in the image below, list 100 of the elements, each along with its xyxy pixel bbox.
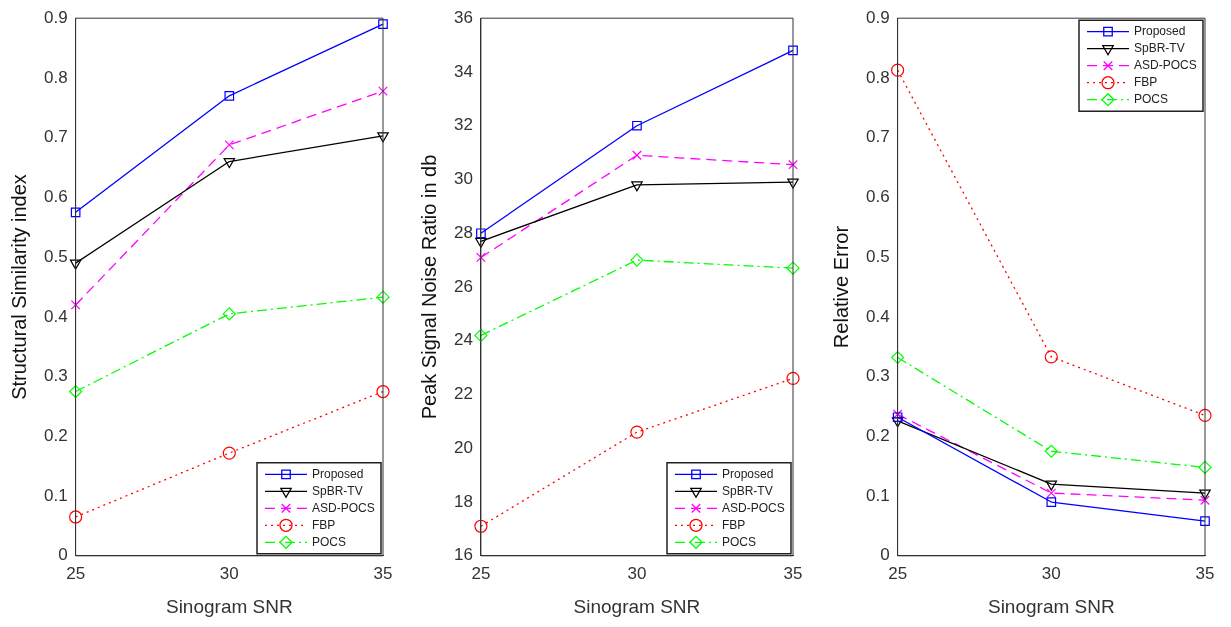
- legend-label: FBP: [1134, 75, 1158, 90]
- y-tick-label: 36: [453, 7, 473, 27]
- point: [69, 259, 82, 270]
- legend-label: SpBR-TV: [312, 483, 363, 498]
- point: [630, 253, 644, 267]
- y-tick-label: 34: [453, 61, 473, 81]
- point: [786, 371, 800, 385]
- point: [1045, 480, 1058, 491]
- legend-label: Proposed: [1134, 24, 1186, 39]
- point: [378, 19, 388, 30]
- point: [1198, 460, 1212, 474]
- point: [891, 417, 904, 428]
- x-tick-label: 25: [471, 563, 491, 583]
- y-tick-label: 0: [880, 545, 890, 565]
- x-tick-label: 25: [66, 563, 86, 583]
- y-tick-label: 0.1: [865, 485, 890, 505]
- y-tick-label: 0.5: [865, 246, 890, 266]
- point: [69, 510, 83, 524]
- y-axis-title: Relative Error: [829, 225, 852, 349]
- x-tick-label: 35: [373, 563, 393, 583]
- y-tick-label: 0.7: [865, 127, 890, 147]
- y-tick-label: 16: [453, 545, 473, 565]
- y-tick-label: 0.8: [43, 67, 68, 87]
- point: [69, 384, 83, 399]
- point: [476, 228, 486, 239]
- point: [1198, 408, 1212, 423]
- legend-label: SpBR-TV: [722, 483, 773, 498]
- x-tick-label: 30: [627, 563, 647, 583]
- y-axis-title: Peak Signal Noise Ratio in db: [417, 154, 440, 420]
- point: [474, 328, 488, 342]
- point: [70, 207, 81, 218]
- point: [223, 157, 236, 169]
- legend-label: POCS: [1134, 92, 1169, 107]
- x-tick-label: 30: [1041, 563, 1061, 583]
- y-tick-label: 20: [453, 437, 473, 457]
- point: [1200, 516, 1210, 526]
- point: [378, 86, 388, 96]
- y-tick-label: 32: [453, 115, 473, 135]
- point: [632, 120, 642, 131]
- point: [224, 91, 235, 101]
- x-tick-label: 30: [219, 563, 239, 583]
- y-tick-label: 0.2: [865, 426, 890, 446]
- y-tick-label: 24: [453, 330, 473, 350]
- y-tick-label: 0.2: [43, 426, 68, 446]
- point: [474, 519, 488, 533]
- y-tick-label: 0.9: [865, 7, 890, 27]
- legend-label: FBP: [312, 517, 336, 532]
- point: [70, 300, 81, 310]
- legend-label: POCS: [722, 534, 757, 549]
- point: [1046, 497, 1057, 507]
- point: [891, 350, 905, 365]
- y-tick-label: 0.5: [43, 246, 68, 266]
- point: [631, 181, 643, 192]
- legend-label: ASD-POCS: [312, 500, 375, 515]
- point: [224, 139, 235, 150]
- legend-label: POCS: [312, 534, 347, 549]
- y-tick-label: 18: [453, 491, 473, 511]
- legend-label: FBP: [722, 517, 746, 532]
- y-tick-label: 26: [453, 276, 473, 296]
- point: [1200, 495, 1210, 506]
- point: [1046, 488, 1057, 498]
- y-tick-label: 0.4: [43, 306, 68, 326]
- y-tick-label: 0.6: [43, 187, 68, 207]
- point: [630, 425, 644, 439]
- point: [476, 252, 486, 263]
- x-tick-label: 35: [783, 563, 803, 583]
- point: [1199, 489, 1211, 500]
- x-axis-title: Sinogram SNR: [573, 595, 701, 617]
- x-tick-label: 25: [888, 563, 908, 583]
- point: [788, 45, 798, 56]
- y-tick-label: 30: [453, 169, 473, 189]
- x-axis-title: Sinogram SNR: [165, 595, 293, 617]
- y-axis-title: Structural Similarity index: [7, 174, 30, 400]
- legend-label: SpBR-TV: [1134, 41, 1185, 56]
- point: [475, 237, 487, 248]
- point: [891, 63, 905, 77]
- point: [376, 290, 390, 304]
- y-tick-label: 22: [453, 384, 473, 404]
- y-tick-label: 28: [453, 222, 473, 242]
- y-tick-label: 0.6: [865, 187, 890, 207]
- y-tick-label: 0.8: [865, 67, 890, 87]
- point: [1044, 444, 1058, 458]
- legend-label: Proposed: [722, 466, 774, 481]
- point: [787, 178, 799, 189]
- point: [788, 159, 798, 170]
- y-tick-label: 0.3: [43, 366, 68, 386]
- y-tick-label: 0.1: [43, 485, 68, 505]
- y-tick-label: 0.3: [865, 366, 890, 386]
- point: [786, 261, 800, 275]
- y-tick-label: 0.9: [43, 7, 68, 27]
- x-axis-title: Sinogram SNR: [987, 595, 1115, 617]
- y-tick-label: 0.4: [865, 306, 890, 326]
- legend-label: ASD-POCS: [722, 500, 785, 515]
- point: [632, 150, 642, 161]
- x-tick-label: 35: [1195, 563, 1215, 583]
- legend-label: Proposed: [312, 466, 364, 481]
- point: [222, 446, 236, 460]
- point: [222, 307, 236, 321]
- y-tick-label: 0.7: [43, 127, 68, 147]
- point: [1044, 350, 1058, 364]
